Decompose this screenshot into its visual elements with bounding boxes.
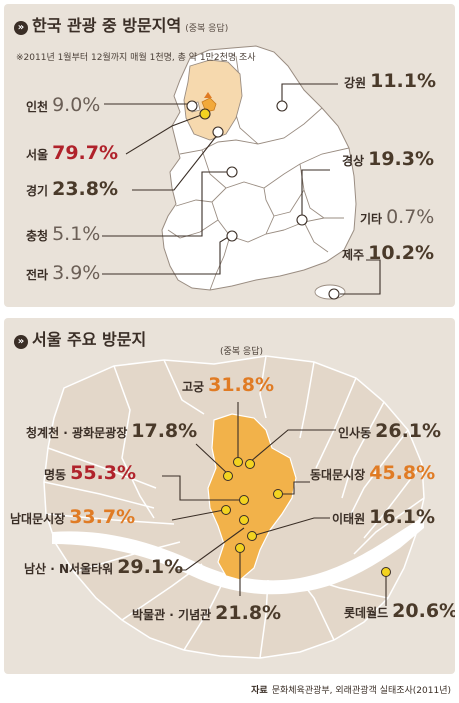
korea-markers: [186, 100, 340, 300]
leader-gyeongsang: [301, 169, 330, 218]
seoul-visit-map-panel: » 서울 주요 방문지 (중복 응답) 고궁 31.8% 청계천 · 광화문광장 17…: [4, 318, 455, 674]
label-gyeonggi: 경기 23.8%: [26, 178, 119, 200]
leader-namdaemun: [171, 509, 225, 521]
leader-cheonggyecheon: [195, 443, 229, 475]
marker-chungcheong: [226, 166, 238, 178]
label-jeju: 제주 10.2%: [342, 242, 435, 264]
leader-namsan: [176, 527, 245, 571]
gyeonggi-region: [183, 59, 243, 141]
leader-gyeonggi: [132, 133, 219, 191]
leader-myeongdong: [162, 475, 242, 501]
marker-myeongdong: [239, 495, 249, 505]
leader-dongdaemun: [280, 481, 310, 495]
korea-map: [102, 45, 381, 300]
chevron-right-icon: »: [14, 21, 28, 35]
marker-namdaemun: [221, 505, 231, 515]
label-itaewon: 이태원 16.1%: [332, 506, 436, 528]
leader-insadong: [249, 429, 336, 463]
marker-jeolla: [226, 230, 238, 242]
marker-lotteworld: [381, 567, 391, 577]
marker-gyeongsang: [296, 214, 308, 226]
marker-gangwon: [276, 100, 288, 112]
marker-jeju: [328, 288, 340, 300]
leader-gangwon: [281, 83, 338, 104]
marker-dongdaemun: [273, 489, 283, 499]
label-palace: 고궁 31.8%: [182, 374, 275, 396]
label-namsan: 남산 · N서울타워 29.1%: [24, 556, 184, 578]
marker-namsan: [239, 515, 249, 525]
label-museum: 박물관 · 기념관 21.8%: [132, 602, 282, 624]
label-jeolla: 전라 3.9%: [26, 262, 101, 284]
marker-museum: [235, 543, 245, 553]
leader-chungcheong: [102, 171, 230, 237]
label-myeongdong: 명동 55.3%: [44, 462, 137, 484]
label-incheon: 인천 9.0%: [26, 94, 101, 116]
marker-palace: [233, 457, 243, 467]
marker-cheonggyecheon: [223, 471, 233, 481]
marker-gyeonggi: [212, 126, 224, 138]
chevron-right-icon: »: [14, 335, 28, 349]
korea-leader-lines: [102, 83, 381, 295]
leader-itaewon: [251, 517, 330, 537]
seoul-title: » 서울 주요 방문지: [14, 326, 146, 350]
seoul-leader-lines: [162, 402, 387, 606]
leader-jeolla: [102, 235, 231, 275]
han-river: [52, 516, 424, 595]
marker-incheon: [186, 100, 198, 112]
marker-itaewon: [247, 531, 257, 541]
label-gyeongsang: 경상 19.3%: [342, 148, 435, 170]
label-others: 기타 0.7%: [360, 206, 435, 228]
seoul-markers: [221, 457, 391, 577]
label-gangwon: 강원 11.1%: [344, 70, 437, 92]
seoul-map: [43, 355, 425, 659]
label-insadong: 인사동 26.1%: [338, 420, 442, 442]
korea-survey-note: ※2011년 1월부터 12월까지 매월 1천명, 총 약 1만2천명 조사: [16, 53, 256, 63]
marker-seoul: [199, 108, 211, 120]
korea-title: » 한국 관광 중 방문지역 (중복 응답): [14, 12, 228, 36]
source-label: 자료: [251, 686, 268, 696]
source-text: 문화체육관광부, 외래관광객 실태조사(2011년): [271, 686, 451, 696]
seoul-flag-icon: [204, 92, 212, 98]
label-dongdaemun: 동대문시장 45.8%: [310, 462, 436, 484]
leader-jeju: [340, 259, 381, 295]
label-seoul: 서울 79.7%: [26, 142, 119, 164]
label-namdaemun: 남대문시장 33.7%: [10, 506, 136, 528]
label-cheonggyecheon: 청계천 · 광화문광장 17.8%: [26, 420, 198, 442]
seoul-title-note: (중복 응답): [220, 347, 264, 357]
label-lotteworld: 롯데월드 20.6%: [344, 600, 455, 622]
korea-visit-map-panel: » 한국 관광 중 방문지역 (중복 응답) ※2011년 1월부터 12월까지 매…: [4, 4, 455, 307]
leader-seoul: [125, 113, 205, 155]
source-credit: 자료 문화체육관광부, 외래관광객 실태조사(2011년): [251, 683, 451, 696]
marker-insadong: [245, 459, 255, 469]
label-chungcheong: 충청 5.1%: [26, 223, 101, 245]
